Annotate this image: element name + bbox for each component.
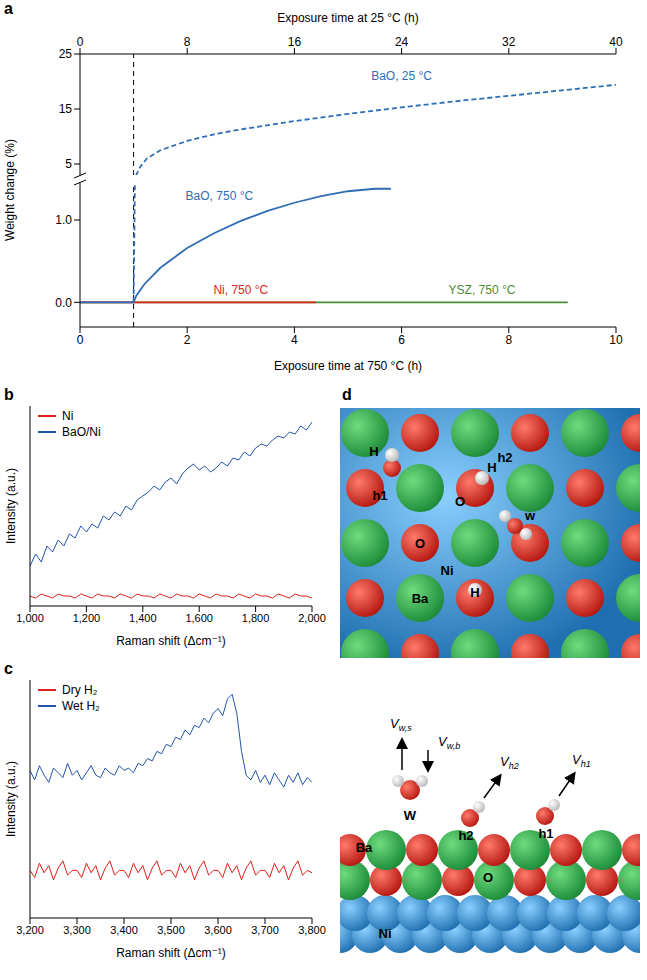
svg-text:YSZ, 750 °C: YSZ, 750 °C (449, 283, 516, 297)
svg-text:Ba: Ba (412, 591, 429, 606)
svg-text:40: 40 (609, 35, 623, 49)
svg-text:8: 8 (184, 35, 191, 49)
svg-text:Raman shift (Δcm⁻¹): Raman shift (Δcm⁻¹) (116, 946, 226, 960)
svg-text:w: w (524, 508, 536, 523)
svg-text:1,000: 1,000 (16, 612, 44, 624)
svg-text:Intensity (a.u.): Intensity (a.u.) (4, 468, 18, 544)
html-text:Wet H₂: Wet H₂ (62, 699, 100, 713)
svg-text:8: 8 (505, 333, 512, 347)
svg-text:Intensity (a.u.): Intensity (a.u.) (4, 761, 18, 837)
svg-text:3,700: 3,700 (251, 924, 279, 936)
svg-text:W: W (404, 808, 417, 823)
svg-text:2: 2 (184, 333, 191, 347)
svg-text:Vh1: Vh1 (572, 752, 591, 769)
svg-text:16: 16 (288, 35, 302, 49)
html-text:a: a (4, 0, 13, 17)
svg-text:Ba: Ba (356, 840, 373, 855)
svg-text:Exposure time at 25 °C (h): Exposure time at 25 °C (h) (277, 11, 419, 25)
svg-text:1,600: 1,600 (185, 612, 213, 624)
svg-text:0.0: 0.0 (55, 296, 72, 310)
svg-text:1,400: 1,400 (129, 612, 157, 624)
svg-text:1,800: 1,800 (242, 612, 270, 624)
svg-text:h2: h2 (497, 450, 512, 465)
svg-text:Ni: Ni (441, 563, 454, 578)
html-text:b: b (4, 386, 14, 403)
html-text:d: d (342, 386, 352, 403)
svg-text:15: 15 (59, 102, 73, 116)
svg-text:h2: h2 (458, 828, 473, 843)
html-text:Ni: Ni (62, 409, 74, 423)
html-text:Dry H₂: Dry H₂ (62, 683, 98, 697)
svg-text:h1: h1 (538, 826, 553, 841)
svg-text:24: 24 (395, 35, 409, 49)
html-text:BaO/Ni: BaO/Ni (62, 425, 101, 439)
svg-text:O: O (455, 494, 465, 509)
svg-text:h1: h1 (372, 488, 387, 503)
svg-text:32: 32 (502, 35, 516, 49)
svg-text:0: 0 (77, 35, 84, 49)
svg-text:H: H (487, 460, 496, 475)
svg-text:BaO, 25 °C: BaO, 25 °C (371, 69, 432, 83)
svg-text:H: H (369, 444, 378, 459)
svg-text:BaO, 750 °C: BaO, 750 °C (186, 189, 254, 203)
svg-text:Vw,b: Vw,b (438, 734, 460, 751)
svg-text:3,200: 3,200 (16, 924, 44, 936)
svg-text:3,500: 3,500 (157, 924, 185, 936)
svg-text:H: H (470, 585, 479, 600)
svg-text:10: 10 (609, 333, 623, 347)
svg-text:O: O (483, 870, 493, 885)
svg-text:3,600: 3,600 (204, 924, 232, 936)
svg-text:Exposure time at 750 °C (h): Exposure time at 750 °C (h) (274, 359, 422, 373)
svg-text:O: O (415, 536, 425, 551)
svg-text:Raman shift (Δcm⁻¹): Raman shift (Δcm⁻¹) (116, 634, 226, 648)
svg-text:5: 5 (65, 157, 72, 171)
svg-text:Vh2: Vh2 (500, 754, 519, 771)
svg-text:1.0: 1.0 (55, 213, 72, 227)
svg-text:4: 4 (291, 333, 298, 347)
svg-text:Vw,s: Vw,s (390, 716, 412, 733)
svg-text:Ni: Ni (379, 926, 392, 941)
svg-text:25: 25 (59, 47, 73, 61)
svg-text:6: 6 (398, 333, 405, 347)
svg-text:3,400: 3,400 (110, 924, 138, 936)
svg-text:3,300: 3,300 (63, 924, 91, 936)
svg-text:1,200: 1,200 (73, 612, 101, 624)
html-text:c: c (4, 660, 13, 677)
svg-text:Weight change (%): Weight change (%) (3, 139, 17, 241)
svg-text:0: 0 (77, 333, 84, 347)
svg-text:2,000: 2,000 (298, 612, 326, 624)
svg-text:3,800: 3,800 (298, 924, 326, 936)
svg-text:Ni, 750 °C: Ni, 750 °C (213, 283, 268, 297)
